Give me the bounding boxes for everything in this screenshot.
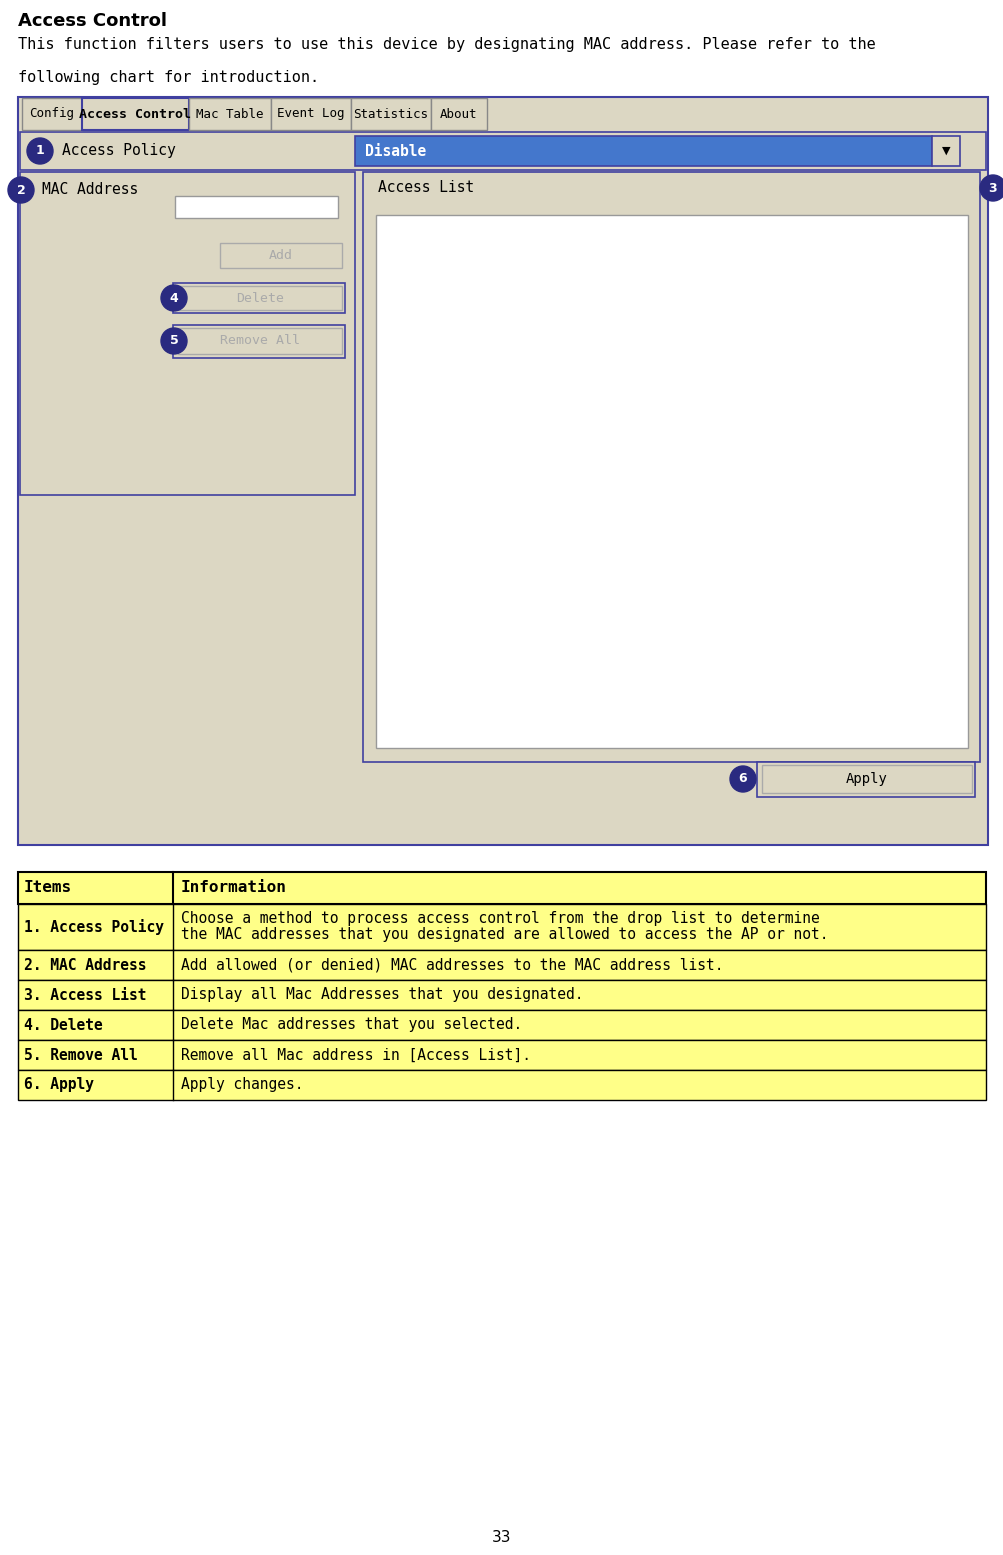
Bar [18,872,985,903]
Text: Access List: Access List [377,180,473,196]
Text: Add: Add [269,249,293,261]
Text: 33: 33 [491,1530,512,1544]
Bar [18,1040,985,1070]
Bar [271,98,351,131]
Text: Delete Mac addresses that you selected.: Delete Mac addresses that you selected. [181,1017,522,1033]
Bar [931,135,959,166]
Text: MAC Address: MAC Address [42,182,138,197]
Text: Access Control: Access Control [18,12,166,30]
Circle shape [160,328,187,355]
Text: 4. Delete: 4. Delete [24,1017,102,1033]
Circle shape [160,285,187,311]
Text: 3: 3 [988,182,996,194]
Bar [173,283,345,313]
Text: Event Log: Event Log [277,107,344,120]
Bar [430,98,486,131]
Bar [175,196,338,218]
Text: Access Control: Access Control [79,107,192,120]
Text: This function filters users to use this device by designating MAC address. Pleas: This function filters users to use this … [18,37,875,51]
Text: Mac Table: Mac Table [196,107,264,120]
Bar [18,950,985,980]
Text: the MAC addresses that you designated are allowed to access the AP or not.: the MAC addresses that you designated ar… [181,927,827,942]
Bar [756,762,974,798]
Bar [18,96,987,844]
Text: 4: 4 [170,291,179,305]
Bar [18,903,985,950]
Text: 5. Remove All: 5. Remove All [24,1048,137,1062]
Text: Remove All: Remove All [220,334,300,347]
Text: 2. MAC Address: 2. MAC Address [24,958,146,972]
Text: Apply: Apply [846,771,887,785]
Text: Items: Items [24,880,72,896]
Bar [82,98,189,131]
Circle shape [729,767,755,791]
Bar [220,243,342,267]
Text: Display all Mac Addresses that you designated.: Display all Mac Addresses that you desig… [181,987,583,1003]
Bar [22,98,82,131]
Text: 6: 6 [738,773,746,785]
Text: Apply changes.: Apply changes. [181,1078,303,1093]
Text: Add allowed (or denied) MAC addresses to the MAC address list.: Add allowed (or denied) MAC addresses to… [181,958,723,972]
Text: ▼: ▼ [941,146,949,156]
Text: 1. Access Policy: 1. Access Policy [24,919,163,935]
Bar [355,135,931,166]
Bar [20,173,355,494]
Bar [18,980,985,1011]
Text: Information: Information [181,880,287,896]
Bar [376,215,967,748]
Text: Delete: Delete [236,291,284,305]
Text: 2: 2 [17,183,25,196]
Circle shape [27,138,53,163]
Text: 1: 1 [35,145,44,157]
Bar [363,173,979,762]
Bar [178,286,342,309]
Bar [351,98,430,131]
Text: Access Policy: Access Policy [62,143,176,159]
Bar [189,98,271,131]
Text: 3. Access List: 3. Access List [24,987,146,1003]
Text: 5: 5 [170,334,179,347]
Text: Config: Config [29,107,74,120]
Bar [18,1011,985,1040]
Text: 6. Apply: 6. Apply [24,1078,94,1093]
Bar [761,765,971,793]
Text: About: About [439,107,477,120]
Bar [18,1070,985,1099]
Circle shape [979,176,1003,201]
Text: Disable: Disable [365,143,426,159]
Bar [20,132,985,169]
Text: Choose a method to process access control from the drop list to determine: Choose a method to process access contro… [181,911,818,927]
Text: following chart for introduction.: following chart for introduction. [18,70,319,86]
Text: Statistics: Statistics [353,107,428,120]
Bar [178,328,342,355]
Circle shape [8,177,34,204]
Bar [173,325,345,358]
Text: Remove all Mac address in [Access List].: Remove all Mac address in [Access List]. [181,1048,531,1062]
